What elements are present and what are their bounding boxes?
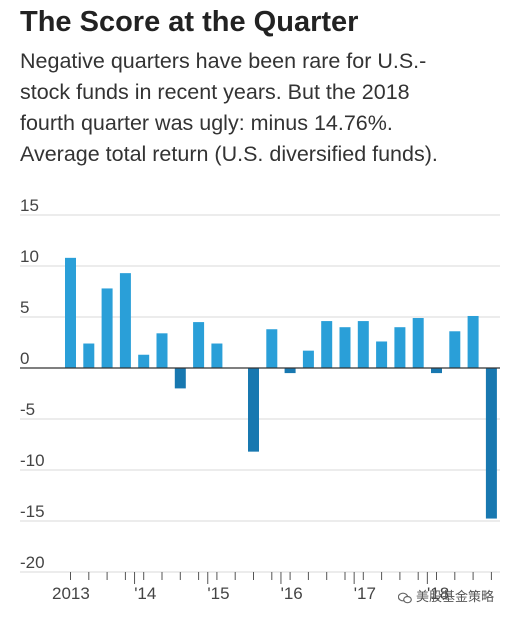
- x-tick-label: '16: [281, 584, 303, 603]
- x-tick-label: '15: [207, 584, 229, 603]
- bar: [248, 368, 259, 452]
- bar: [376, 341, 388, 368]
- bar: [431, 368, 442, 374]
- bar: [339, 327, 351, 368]
- y-tick-label: 10: [20, 247, 39, 266]
- bar: [156, 333, 168, 368]
- bar: [321, 321, 333, 368]
- y-tick-label: 15: [20, 196, 39, 215]
- bar: [83, 343, 95, 368]
- y-tick-label: -20: [20, 553, 45, 572]
- y-tick-label: -5: [20, 400, 35, 419]
- x-tick-label: '14: [134, 584, 156, 603]
- bar: [412, 318, 424, 368]
- dek-line: Average total return (U.S. diversified f…: [20, 142, 438, 166]
- bar: [394, 327, 406, 368]
- bar: [65, 257, 76, 368]
- bar: [266, 329, 278, 368]
- bar: [174, 368, 186, 389]
- bar: [211, 343, 223, 368]
- dek-line: fourth quarter was ugly: minus 14.76%.: [20, 111, 393, 135]
- chart-headline: The Score at the Quarter: [20, 6, 359, 38]
- bar: [485, 368, 497, 519]
- bar: [467, 315, 479, 368]
- bar: [119, 273, 131, 368]
- dek-line: Negative quarters have been rare for U.S…: [20, 49, 427, 73]
- chart-dek: Negative quarters have been rare for U.S…: [20, 46, 500, 170]
- y-tick-label: 5: [20, 298, 29, 317]
- bar: [357, 321, 369, 368]
- y-tick-label: -15: [20, 502, 45, 521]
- bar: [449, 331, 461, 368]
- wechat-icon: [398, 592, 412, 603]
- x-tick-label: '17: [354, 584, 376, 603]
- bar: [138, 354, 150, 368]
- bar: [284, 368, 296, 374]
- y-tick-label: -10: [20, 451, 45, 470]
- dek-line: stock funds in recent years. But the 201…: [20, 80, 410, 104]
- bar: [193, 322, 205, 368]
- bar: [101, 288, 113, 368]
- x-tick-label: 2013: [52, 584, 90, 603]
- y-tick-label: 0: [20, 349, 29, 368]
- x-tick-label: '18: [427, 584, 449, 603]
- watermark-text: 美股基金策略: [416, 590, 495, 605]
- bar: [302, 350, 314, 368]
- watermark: 美股基金策略: [398, 586, 494, 605]
